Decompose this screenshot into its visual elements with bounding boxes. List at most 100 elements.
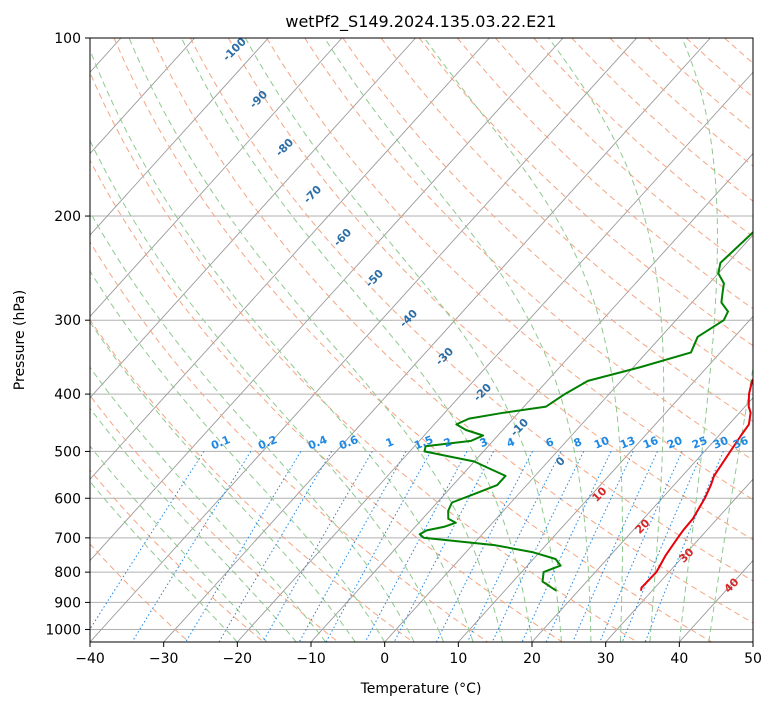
mixing-ratio-line [545, 451, 634, 642]
dry-adiabat-line [418, 38, 753, 347]
mixing-ratio-label: 0.4 [306, 433, 329, 452]
y-tick-label: 500 [54, 444, 81, 460]
mixing-ratio-line [393, 451, 495, 642]
dry-adiabat-label: 20 [633, 516, 653, 536]
mixing-ratio-line [90, 451, 205, 630]
y-tick-label: 400 [54, 387, 81, 403]
moist-adiabat-line [90, 139, 445, 642]
dry-adiabat-label: -100 [220, 35, 249, 64]
mixing-ratio-label: 1 [384, 435, 396, 450]
mixing-ratio-line [364, 451, 468, 642]
y-tick-label: 1000 [45, 622, 81, 638]
mixing-ratio-line [218, 451, 333, 642]
mixing-ratio-label: 6 [544, 435, 556, 450]
mixing-ratio-line [435, 451, 533, 642]
y-tick-label: 200 [54, 209, 81, 225]
x-tick-label: 30 [597, 651, 615, 667]
mixing-ratio-label: 1.5 [412, 433, 435, 452]
dry-adiabat-label: 30 [677, 545, 697, 565]
mixing-ratio-line [621, 451, 704, 642]
y-tick-label: 900 [54, 595, 81, 611]
dewpoint-profile-line [418, 230, 753, 592]
isotherm-line [236, 71, 753, 642]
dry-adiabat-line [342, 38, 753, 422]
mixing-ratio-line [491, 451, 585, 642]
mixing-ratio-label: 3 [478, 435, 490, 450]
mixing-ratio-label: 16 [641, 434, 660, 452]
dry-adiabat-line [113, 38, 712, 642]
dry-adiabat-line [90, 318, 414, 642]
dry-adiabat-line [189, 38, 753, 582]
x-tick-label: −10 [296, 651, 326, 667]
dry-adiabat-line [304, 38, 753, 461]
dry-adiabat-label: -30 [433, 345, 456, 368]
dry-adiabat-label: -90 [247, 88, 270, 111]
mixing-ratio-line [599, 451, 683, 642]
x-tick-label: 20 [523, 651, 541, 667]
mixing-ratio-line [467, 451, 562, 642]
y-tick-label: 100 [54, 31, 81, 47]
mixing-ratio-label: 0.2 [256, 433, 279, 452]
moist-adiabat-line [423, 38, 623, 642]
isotherm-line [310, 152, 753, 642]
isotherm-line [90, 38, 269, 236]
mixing-ratio-line [325, 451, 432, 642]
x-tick-label: −30 [149, 651, 179, 667]
dry-adiabat-line [90, 71, 638, 642]
mixing-ratio-label: 13 [618, 434, 637, 452]
moist-adiabat-line [128, 38, 503, 642]
mixing-ratio-label: 36 [731, 434, 750, 452]
isotherm-line [678, 559, 753, 642]
isotherm-line [163, 38, 711, 642]
x-tick-label: 40 [670, 651, 688, 667]
dry-adiabat-line [685, 38, 753, 98]
mixing-ratio-label: 2 [442, 435, 454, 450]
dry-adiabat-label: -70 [301, 183, 324, 206]
mixing-ratio-line [185, 451, 302, 642]
y-tick-label: 300 [54, 313, 81, 329]
moist-adiabat-line [678, 38, 718, 642]
isotherm-line [90, 38, 195, 155]
dry-adiabat-label: -50 [363, 267, 386, 290]
mixing-ratio-line [131, 451, 252, 642]
dry-adiabat-line [90, 543, 190, 642]
mixing-ratio-line [644, 451, 724, 642]
dry-adiabat-label: -60 [331, 226, 354, 249]
moist-adiabat-line [90, 270, 386, 642]
isotherm-line [531, 397, 753, 642]
dry-adiabat-line [495, 38, 753, 274]
y-tick-label: 800 [54, 565, 81, 581]
moist-adiabat-line [324, 38, 592, 642]
moist-adiabat-line [90, 321, 356, 642]
mixing-ratio-label: 30 [711, 434, 730, 452]
x-tick-label: 50 [744, 651, 762, 667]
x-tick-label: 10 [449, 651, 467, 667]
mixing-ratio-label: 0.1 [209, 433, 232, 452]
isotherm-line [90, 38, 637, 642]
dry-adiabat-label: 0 [553, 454, 568, 469]
mixing-ratio-line [521, 451, 612, 642]
moist-adiabat-line [548, 38, 665, 642]
mixing-ratio-label: 20 [665, 434, 684, 452]
dry-adiabat-label: -40 [397, 307, 420, 330]
dry-adiabat-line [151, 38, 753, 624]
axis-ticks: -100-90-80-70-60-50-40-30-20-10010203040… [45, 31, 762, 667]
moist-adiabat-line [90, 366, 327, 642]
dry-adiabat-label: 10 [590, 484, 610, 504]
moist-adiabat-line [244, 38, 562, 642]
dry-adiabat-line [90, 394, 339, 642]
moist-adiabat-line [90, 48, 474, 642]
isotherm-line [90, 38, 343, 318]
plot-area [90, 38, 775, 642]
x-tick-label: 0 [380, 651, 389, 667]
mixing-ratio-line [572, 451, 658, 642]
dry-adiabat-line [266, 38, 753, 501]
mixing-ratio-label: 10 [592, 434, 611, 452]
moist-adiabat-line [90, 445, 268, 642]
dry-adiabat-line [90, 240, 488, 642]
y-tick-label: 700 [54, 531, 81, 547]
dry-adiabat-line [763, 38, 775, 642]
y-tick-label: 600 [54, 491, 81, 507]
isotherm-line [752, 641, 753, 642]
